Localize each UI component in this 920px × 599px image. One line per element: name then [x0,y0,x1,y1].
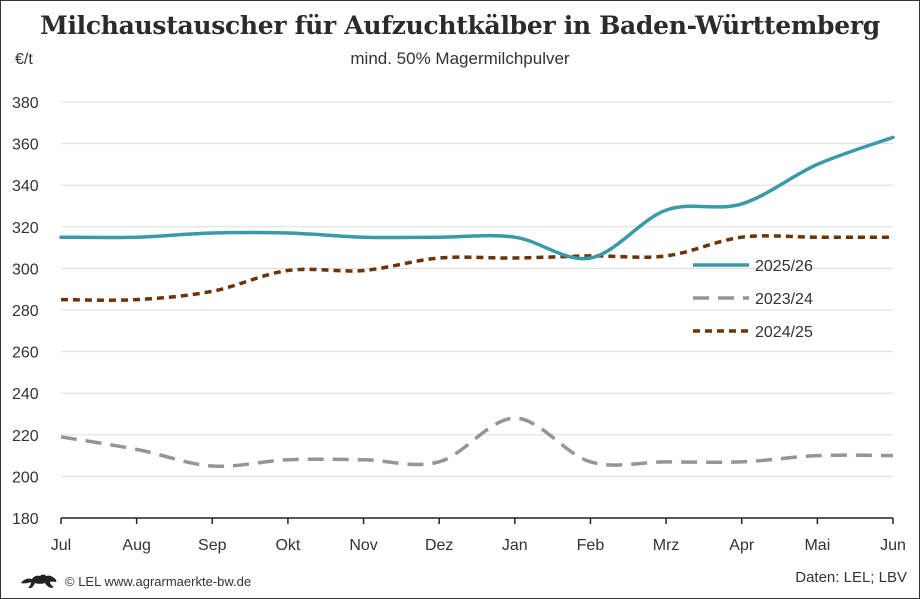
chart-subtitle: mind. 50% Magermilchpulver [350,49,570,68]
y-tick-label: 360 [12,137,39,154]
baden-wuerttemberg-lion-logo-icon [19,571,59,591]
x-tick-label: Sep [198,537,227,554]
legend-label: 2023/24 [755,291,813,308]
x-tick-label: Feb [577,537,605,554]
x-tick-label: Jun [880,537,906,554]
chart-title: Milchaustauscher für Aufzuchtkälber in B… [40,11,880,40]
x-tick-label: Nov [349,537,377,554]
y-tick-label: 340 [12,178,39,195]
x-tick-label: Mai [804,537,830,554]
y-tick-label: 280 [12,303,39,320]
series-line-2024-25 [60,234,893,302]
x-tick-label: Aug [122,537,150,554]
x-tick-label: Dez [425,537,453,554]
data-source: Daten: LEL; LBV [795,569,907,586]
y-tick-label: 220 [12,428,39,445]
x-tick-label: Okt [275,537,300,554]
y-tick-label: 180 [12,511,39,528]
y-tick-label: 320 [12,220,39,237]
y-tick-label: 260 [12,345,39,362]
copyright-text: © LEL www.agrarmaerkte-bw.de [65,573,252,589]
x-tick-label: Jul [51,537,71,554]
series-line-2025-26 [59,135,895,261]
series-line-2023-24 [60,416,894,469]
x-tick-label: Mrz [653,537,680,554]
legend-label: 2025/26 [755,258,813,275]
y-axis-unit: €/t [15,51,33,68]
legend-label: 2024/25 [755,324,813,341]
x-tick-label: Apr [729,537,755,554]
y-tick-label: 380 [12,95,39,112]
footer-credit: © LEL www.agrarmaerkte-bw.de [19,571,251,591]
y-tick-label: 300 [12,261,39,278]
y-tick-label: 200 [12,469,39,486]
x-tick-label: Jan [502,537,528,554]
y-tick-label: 240 [12,386,39,403]
